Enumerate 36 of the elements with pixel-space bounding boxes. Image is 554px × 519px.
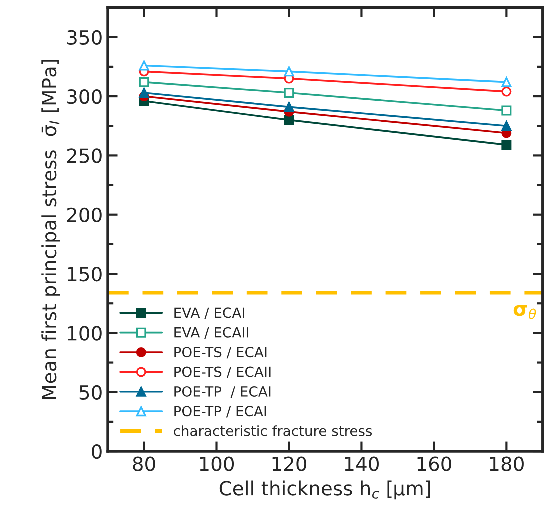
y-tick-label: 50 <box>80 385 102 400</box>
x-tick-label: 80 <box>133 456 156 472</box>
x-tick-label: 100 <box>200 456 234 472</box>
legend-label: POE-TP / ECAI <box>174 386 271 398</box>
legend-label: characteristic fracture stress <box>174 426 372 436</box>
legend-label: POE-TS / ECAII <box>174 366 271 378</box>
point <box>284 115 294 126</box>
x-axis-title: Cell thickness h$_{c}$ [µm] <box>220 480 430 500</box>
point <box>139 60 150 71</box>
y-tick-label: 200 <box>67 208 102 223</box>
point <box>502 140 512 150</box>
y-tick-label: 350 <box>68 30 102 46</box>
y-tick-label: 300 <box>68 89 102 104</box>
legend-label: EVA / ECAII <box>174 327 249 339</box>
point <box>284 102 294 112</box>
point <box>502 77 512 88</box>
x-tick-label: 140 <box>345 456 379 472</box>
y-tick-label: 150 <box>68 266 102 282</box>
point <box>502 86 512 97</box>
legend-label: POE-TP / ECAI <box>174 406 266 418</box>
x-tick-label: 180 <box>490 456 524 472</box>
annotation: σ$_{θ}$ <box>514 305 536 320</box>
x-tick-label: 160 <box>418 456 452 472</box>
y-axis-title: Mean first principal stress σ̄$_{I}$ [MPa] <box>42 60 60 400</box>
y-tick-label: 100 <box>68 326 102 341</box>
x-tick-label: 120 <box>272 456 306 472</box>
y-tick-label: 0 <box>92 444 102 460</box>
y-tick-label: 250 <box>67 148 102 164</box>
legend-label: EVA / ECAI <box>174 308 244 320</box>
point <box>139 77 150 88</box>
point <box>502 121 512 132</box>
point <box>284 66 294 77</box>
point <box>284 88 294 98</box>
point <box>139 88 150 98</box>
point <box>502 106 512 116</box>
legend-label: POE-TS / ECAI <box>174 347 267 359</box>
